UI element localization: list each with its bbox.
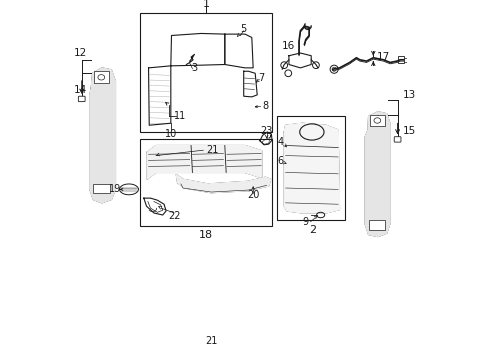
Bar <box>397 57 404 63</box>
Text: 17: 17 <box>377 52 390 62</box>
Text: 10: 10 <box>165 129 177 139</box>
Text: 8: 8 <box>262 102 269 111</box>
Bar <box>277 117 345 220</box>
Text: 19: 19 <box>109 184 122 194</box>
Text: 5: 5 <box>241 24 247 34</box>
Text: 15: 15 <box>403 126 416 136</box>
Text: 11: 11 <box>173 112 186 121</box>
Text: 13: 13 <box>403 90 416 100</box>
Bar <box>368 220 385 230</box>
FancyBboxPatch shape <box>78 96 85 102</box>
Text: 7: 7 <box>258 73 265 83</box>
Text: 22: 22 <box>168 211 180 221</box>
Text: 12: 12 <box>74 48 87 58</box>
Text: 14: 14 <box>74 85 87 95</box>
Polygon shape <box>284 123 340 213</box>
Text: 23: 23 <box>261 126 273 136</box>
Text: 20: 20 <box>247 190 259 201</box>
Text: 9: 9 <box>303 217 309 227</box>
FancyBboxPatch shape <box>394 137 401 142</box>
Polygon shape <box>147 145 262 179</box>
Bar <box>370 115 385 126</box>
Text: 21: 21 <box>206 145 219 155</box>
Bar <box>93 184 110 193</box>
Text: 3: 3 <box>192 63 197 73</box>
Polygon shape <box>365 112 390 237</box>
Text: 21: 21 <box>205 336 218 346</box>
Text: 4: 4 <box>277 137 283 147</box>
Bar <box>141 13 272 132</box>
Text: 6: 6 <box>277 156 283 166</box>
Polygon shape <box>176 175 270 193</box>
Bar <box>94 71 109 84</box>
Text: 18: 18 <box>199 230 213 239</box>
Text: 2: 2 <box>309 225 316 235</box>
Text: 1: 1 <box>203 0 210 9</box>
Polygon shape <box>90 68 116 203</box>
Bar <box>183 53 193 61</box>
Text: 16: 16 <box>282 41 295 51</box>
Bar <box>141 139 272 226</box>
Bar <box>404 58 408 62</box>
